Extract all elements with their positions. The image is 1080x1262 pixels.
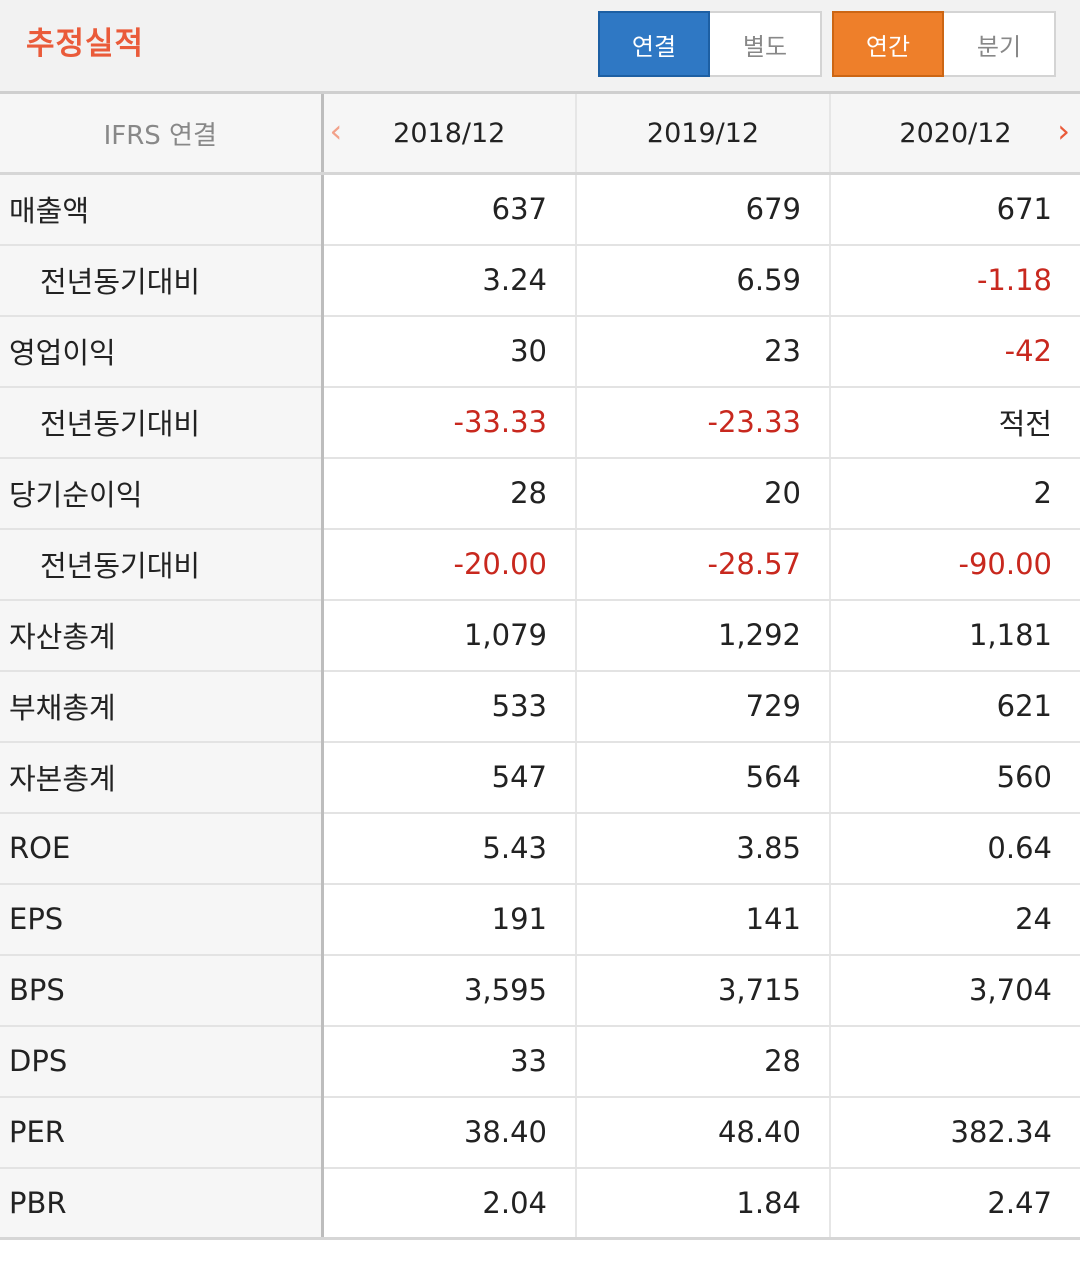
table-row: DPS 33 28 [0,1025,1080,1098]
table-cell: -1.18 [829,244,1080,317]
row-label: 전년동기대비 [0,244,324,317]
annual-button[interactable]: 연간 [832,11,944,77]
page-title: 추정실적 [26,26,145,62]
consolidation-toggle: 연결 별도 [598,11,822,77]
table-cell: 24 [829,883,1080,956]
table-row: 매출액 637 679 671 [0,173,1080,246]
column-year: 2018/12 [393,117,506,149]
table-cell: 38.40 [321,1096,576,1169]
row-label: 자산총계 [0,599,324,672]
column-header: ‹ 2018/12 [321,94,576,175]
column-year: 2020/12 [899,117,1012,149]
table-row: 영업이익 30 23 -42 [0,315,1080,388]
table-cell: -20.00 [321,528,576,601]
table-row: BPS 3,595 3,715 3,704 [0,954,1080,1027]
row-label: 자본총계 [0,741,324,814]
row-label: 전년동기대비 [0,528,324,601]
table-cell: -23.33 [575,386,830,459]
row-label: PBR [0,1167,324,1240]
table-cell: 2 [829,457,1080,530]
estimates-table: IFRS 연결 ‹ 2018/12 2019/12 2020/12 › 매출액 6… [0,94,1080,1240]
table-cell: 3,704 [829,954,1080,1027]
table-cell: -90.00 [829,528,1080,601]
chevron-right-icon[interactable]: › [1057,112,1070,150]
row-label: 전년동기대비 [0,386,324,459]
header-bar: 추정실적 연결 별도 연간 분기 [0,0,1080,94]
row-label: ROE [0,812,324,885]
row-label: EPS [0,883,324,956]
column-header: 2019/12 [575,94,830,175]
corner-label: IFRS 연결 [0,94,324,175]
table-cell: -28.57 [575,528,830,601]
table-cell: 191 [321,883,576,956]
table-cell: 547 [321,741,576,814]
table-row: PBR 2.04 1.84 2.47 [0,1167,1080,1240]
table-cell: 3.85 [575,812,830,885]
table-row: 부채총계 533 729 621 [0,670,1080,743]
table-row: 당기순이익 28 20 2 [0,457,1080,530]
quarterly-button[interactable]: 분기 [944,11,1056,77]
table-cell: 637 [321,173,576,246]
table-cell: 5.43 [321,812,576,885]
table-row: EPS 191 141 24 [0,883,1080,956]
table-cell: 23 [575,315,830,388]
table-cell: 1,181 [829,599,1080,672]
table-cell: 28 [575,1025,830,1098]
table-cell: 33 [321,1025,576,1098]
table-cell: 30 [321,315,576,388]
table-cell: 20 [575,457,830,530]
period-toggle: 연간 분기 [832,11,1056,77]
table-cell: 141 [575,883,830,956]
table-row: 전년동기대비 3.24 6.59 -1.18 [0,244,1080,317]
table-cell: 560 [829,741,1080,814]
table-cell: 1,079 [321,599,576,672]
row-label: PER [0,1096,324,1169]
table-cell: 48.40 [575,1096,830,1169]
table-cell: -42 [829,315,1080,388]
row-label: 부채총계 [0,670,324,743]
row-label: BPS [0,954,324,1027]
column-header: 2020/12 › [829,94,1080,175]
row-label: 당기순이익 [0,457,324,530]
table-cell: 3,595 [321,954,576,1027]
table-cell: 679 [575,173,830,246]
table-cell: 0.64 [829,812,1080,885]
table-cell: 2.47 [829,1167,1080,1240]
column-year: 2019/12 [646,117,760,149]
table-cell: 382.34 [829,1096,1080,1169]
table-row: ROE 5.43 3.85 0.64 [0,812,1080,885]
row-label: 영업이익 [0,315,324,388]
table-cell: 1.84 [575,1167,830,1240]
table-cell: 533 [321,670,576,743]
table-cell: 1,292 [575,599,830,672]
consolidated-button[interactable]: 연결 [598,11,710,77]
table-cell: 621 [829,670,1080,743]
table-cell: 3.24 [321,244,576,317]
table-row: 자산총계 1,079 1,292 1,181 [0,599,1080,672]
table-row: 전년동기대비 -20.00 -28.57 -90.00 [0,528,1080,601]
table-cell: 6.59 [575,244,830,317]
table-cell: 3,715 [575,954,830,1027]
table-cell: 2.04 [321,1167,576,1240]
table-row: 전년동기대비 -33.33 -23.33 적전 [0,386,1080,459]
table-cell: 적전 [829,386,1080,459]
chevron-left-icon[interactable]: ‹ [329,112,343,150]
table-cell [829,1025,1080,1098]
row-label: DPS [0,1025,324,1098]
table-cell: 671 [829,173,1080,246]
table-header-row: IFRS 연결 ‹ 2018/12 2019/12 2020/12 › [0,94,1080,175]
table-cell: 564 [575,741,830,814]
table-row: PER 38.40 48.40 382.34 [0,1096,1080,1169]
table-row: 자본총계 547 564 560 [0,741,1080,814]
table-cell: -33.33 [321,386,576,459]
separate-button[interactable]: 별도 [710,11,822,77]
table-cell: 729 [575,670,830,743]
row-label: 매출액 [0,173,324,246]
table-cell: 28 [321,457,576,530]
